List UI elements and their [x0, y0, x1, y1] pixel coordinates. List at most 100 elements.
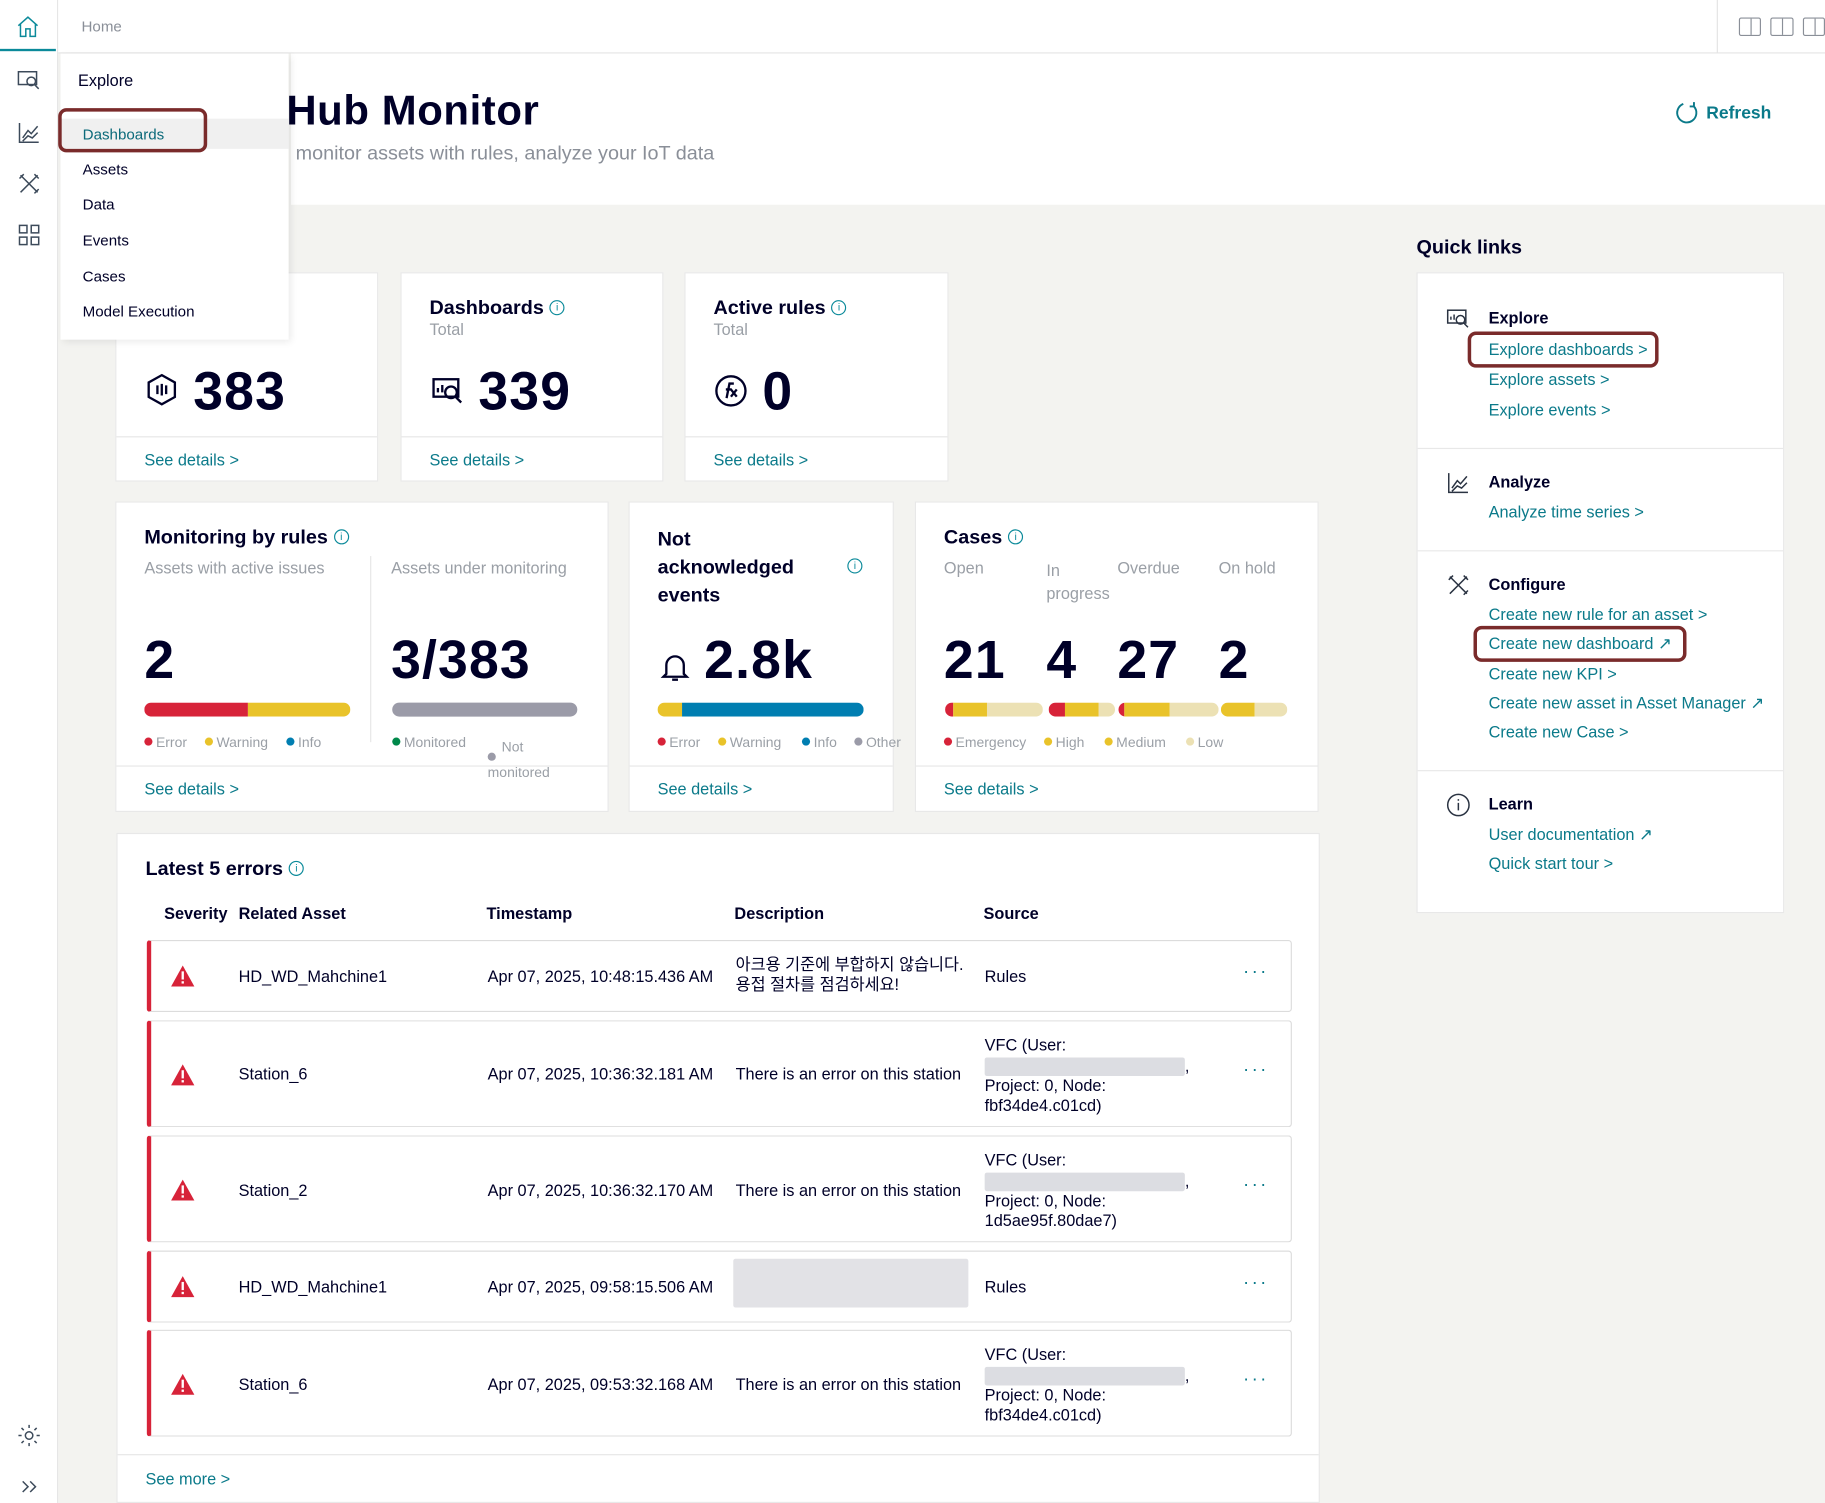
- create-rule-link[interactable]: Create new rule for an asset >: [1488, 604, 1708, 624]
- col-timestamp[interactable]: Timestamp: [486, 903, 573, 923]
- refresh-button[interactable]: Refresh: [1674, 100, 1772, 126]
- menu-item-data[interactable]: Data: [82, 195, 115, 213]
- create-case-link[interactable]: Create new Case >: [1488, 722, 1629, 742]
- create-dashboard-link[interactable]: Create new dashboard ↗: [1488, 633, 1672, 653]
- legend-error: Error: [657, 734, 700, 750]
- legend-monitored: Monitored: [392, 734, 466, 750]
- info-icon[interactable]: i: [288, 860, 304, 876]
- home-icon[interactable]: [0, 5, 56, 52]
- page-title: Hub Monitor: [286, 86, 540, 134]
- panel-layout-icon[interactable]: [1738, 17, 1762, 37]
- table-row[interactable]: HD_WD_Mahchine1 Apr 07, 2025, 10:48:15.4…: [146, 939, 1292, 1013]
- bar-segment: [682, 702, 864, 717]
- timestamp-cell: Apr 07, 2025, 10:36:32.170 AM: [487, 1180, 714, 1200]
- error-triangle-icon: [171, 1064, 195, 1086]
- timestamp-cell: Apr 07, 2025, 10:48:15.436 AM: [487, 966, 714, 986]
- col-description[interactable]: Description: [734, 903, 825, 923]
- menu-item-assets[interactable]: Assets: [82, 160, 129, 178]
- monitored-value: 3/383: [391, 629, 531, 690]
- row-menu-icon[interactable]: ···: [1243, 1059, 1269, 1080]
- col-open: Open: [943, 558, 984, 577]
- error-triangle-icon: [171, 1179, 195, 1201]
- explore-events-link[interactable]: Explore events >: [1488, 400, 1611, 419]
- kpi-value: 383: [193, 360, 287, 422]
- menu-item-events[interactable]: Events: [82, 231, 129, 249]
- table-row[interactable]: Station_6 Apr 07, 2025, 09:53:32.168 AM …: [146, 1329, 1292, 1437]
- configure-icon[interactable]: [9, 164, 49, 204]
- bar-segment: [657, 702, 683, 717]
- row-menu-icon[interactable]: ···: [1243, 1369, 1269, 1389]
- description-cell: There is an error on this station: [735, 1064, 962, 1084]
- open-bar: [945, 702, 1043, 717]
- info-icon[interactable]: i: [1008, 529, 1024, 545]
- expand-icon[interactable]: [9, 1467, 49, 1503]
- source-cell: Rules: [984, 966, 1027, 986]
- card-title: Dashboards i: [429, 297, 565, 320]
- info-icon[interactable]: i: [333, 529, 349, 545]
- col-severity[interactable]: Severity: [164, 903, 228, 923]
- analyze-icon[interactable]: [9, 113, 49, 153]
- overdue-value: 27: [1117, 629, 1180, 690]
- card-title: Not acknowledged events: [657, 528, 794, 607]
- info-icon[interactable]: i: [847, 558, 863, 574]
- user-documentation-link[interactable]: User documentation ↗: [1488, 824, 1653, 844]
- source-line-3: fbf34de4.c01cd): [984, 1405, 1102, 1424]
- see-details-link[interactable]: See details >: [943, 779, 1039, 799]
- left-subtitle: Assets with active issues: [144, 558, 325, 577]
- table-row[interactable]: Station_2 Apr 07, 2025, 10:36:32.170 AM …: [146, 1135, 1292, 1243]
- highlight-dashboards: [58, 108, 208, 153]
- see-details-link[interactable]: See details >: [144, 779, 239, 799]
- asset-cell: HD_WD_Mahchine1: [238, 1277, 388, 1296]
- card-subtitle: Total: [429, 319, 464, 339]
- breadcrumb[interactable]: Home: [81, 17, 122, 35]
- description-cell: There is an error on this station: [735, 1180, 962, 1200]
- create-asset-link[interactable]: Create new asset in Asset Manager ↗: [1488, 693, 1765, 712]
- redacted-description: [733, 1258, 969, 1308]
- events-bar: [657, 702, 864, 717]
- asset-cell: Station_6: [238, 1375, 308, 1394]
- col-related-asset[interactable]: Related Asset: [238, 903, 346, 923]
- settings-icon[interactable]: [9, 1416, 49, 1456]
- top-bar: Home: [58, 0, 1825, 54]
- explore-dashboards-link[interactable]: Explore dashboards >: [1488, 339, 1648, 359]
- menu-item-dashboards[interactable]: Dashboards: [82, 125, 165, 144]
- quick-start-tour-link[interactable]: Quick start tour >: [1488, 853, 1614, 873]
- explore-icon[interactable]: [9, 60, 49, 100]
- highlight-create-dashboard: [1473, 625, 1687, 662]
- see-more-link[interactable]: See more >: [145, 1469, 231, 1488]
- card-title: Cases i: [944, 526, 1024, 549]
- timestamp-cell: Apr 07, 2025, 09:53:32.168 AM: [487, 1375, 714, 1394]
- row-menu-icon[interactable]: ···: [1243, 962, 1269, 982]
- menu-item-cases[interactable]: Cases: [82, 267, 126, 286]
- see-details-link[interactable]: See details >: [713, 450, 809, 469]
- refresh-label: Refresh: [1706, 102, 1772, 123]
- table-row[interactable]: HD_WD_Mahchine1 Apr 07, 2025, 09:58:15.5…: [146, 1250, 1292, 1323]
- explore-assets-link[interactable]: Explore assets >: [1488, 369, 1610, 389]
- legend-low: Low: [1186, 734, 1223, 750]
- menu-item-model-execution[interactable]: Model Execution: [82, 302, 195, 320]
- timestamp-cell: Apr 07, 2025, 09:58:15.506 AM: [487, 1277, 714, 1296]
- see-details-link[interactable]: See details >: [657, 779, 753, 799]
- source-line-1: VFC (User:: [984, 1344, 1067, 1364]
- table-row[interactable]: Station_6 Apr 07, 2025, 10:36:32.181 AM …: [146, 1020, 1292, 1128]
- create-kpi-link[interactable]: Create new KPI >: [1488, 664, 1617, 683]
- legend-emergency: Emergency: [943, 734, 1026, 750]
- col-on-hold: On hold: [1218, 558, 1276, 577]
- error-triangle-icon: [171, 1276, 195, 1298]
- info-icon[interactable]: i: [549, 300, 565, 316]
- source-cell: Rules: [984, 1277, 1027, 1296]
- sidebar-layout-icon[interactable]: [1802, 17, 1825, 37]
- timestamp-cell: Apr 07, 2025, 10:36:32.181 AM: [487, 1064, 714, 1084]
- split-layout-icon[interactable]: [1770, 17, 1794, 37]
- see-details-link[interactable]: See details >: [429, 450, 525, 469]
- legend-other: Other: [854, 734, 901, 750]
- col-overdue: Overdue: [1117, 558, 1180, 577]
- info-icon[interactable]: i: [831, 300, 847, 316]
- on-hold-bar: [1220, 702, 1288, 717]
- apps-icon[interactable]: [9, 215, 49, 255]
- see-details-link[interactable]: See details >: [144, 450, 239, 469]
- col-source[interactable]: Source: [983, 903, 1039, 923]
- row-menu-icon[interactable]: ···: [1243, 1272, 1269, 1293]
- row-menu-icon[interactable]: ···: [1243, 1174, 1269, 1195]
- analyze-time-series-link[interactable]: Analyze time series >: [1488, 502, 1644, 522]
